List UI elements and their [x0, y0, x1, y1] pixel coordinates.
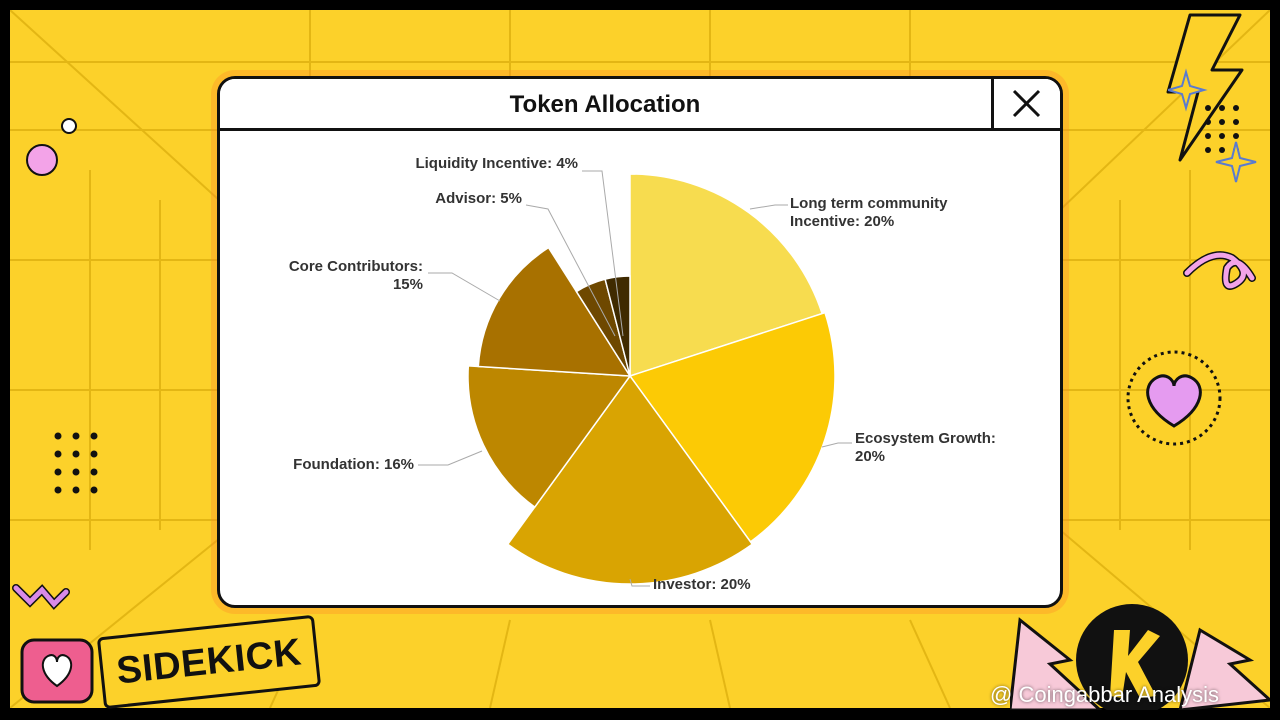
token-allocation-window: Token Allocation Long term community Ince… [217, 76, 1063, 608]
decor-dots-left [54, 432, 98, 494]
pie-leader-line [749, 204, 788, 210]
pie-slice-label: Long term community Incentive: 20% [790, 195, 948, 230]
pie-slice-label: Investor: 20% [653, 576, 751, 593]
pie-leader-line [418, 450, 483, 466]
sparkle-icon [1168, 68, 1257, 183]
pie-slice [629, 173, 824, 378]
watermark-text: @ Coingabbar Analysis [990, 682, 1220, 707]
window-header: Token Allocation [220, 79, 1060, 131]
pie-slice [467, 365, 632, 509]
pie-labels: Long term community Incentive: 20% Ecosyst… [289, 155, 996, 593]
pie-slice [506, 374, 754, 585]
close-icon[interactable] [994, 79, 1060, 128]
pie-leader-line [582, 170, 624, 337]
pie-slice-label: Core Contributors: 15% [289, 258, 423, 293]
pie-slice [477, 246, 632, 377]
pie-leader-line [629, 578, 650, 587]
decor-circles [26, 118, 77, 176]
watermark: @ Coingabbar Analysis [990, 682, 1219, 708]
background-grid [10, 10, 1270, 708]
pie-slice-label: Foundation: 16% [293, 456, 414, 473]
pie-slice [628, 311, 836, 543]
close-button[interactable] [991, 79, 1060, 128]
heart-icon [1126, 350, 1222, 446]
brand-name: SIDEKICK [114, 631, 304, 693]
pie-slice-label: Ecosystem Growth: 20% [855, 430, 996, 465]
brand-k-logo-icon [1110, 630, 1160, 698]
decor-bottom-right [1010, 604, 1270, 710]
pie-chart: Long term community Incentive: 20% Ecosyst… [289, 155, 996, 593]
pie-slice-label: Advisor: 5% [435, 190, 522, 207]
pie-slices [467, 173, 836, 585]
decor-ribbon [1183, 251, 1256, 290]
pie-slice [604, 275, 631, 377]
pie-leader-lines [418, 170, 852, 587]
window-title: Token Allocation [509, 91, 701, 118]
pie-leader-line [525, 204, 616, 337]
pie-leader-line [821, 442, 852, 448]
pie-leader-line [428, 272, 501, 302]
decor-zigzag-heart [12, 584, 94, 704]
pie-slice-label: Liquidity Incentive: 4% [415, 155, 578, 172]
